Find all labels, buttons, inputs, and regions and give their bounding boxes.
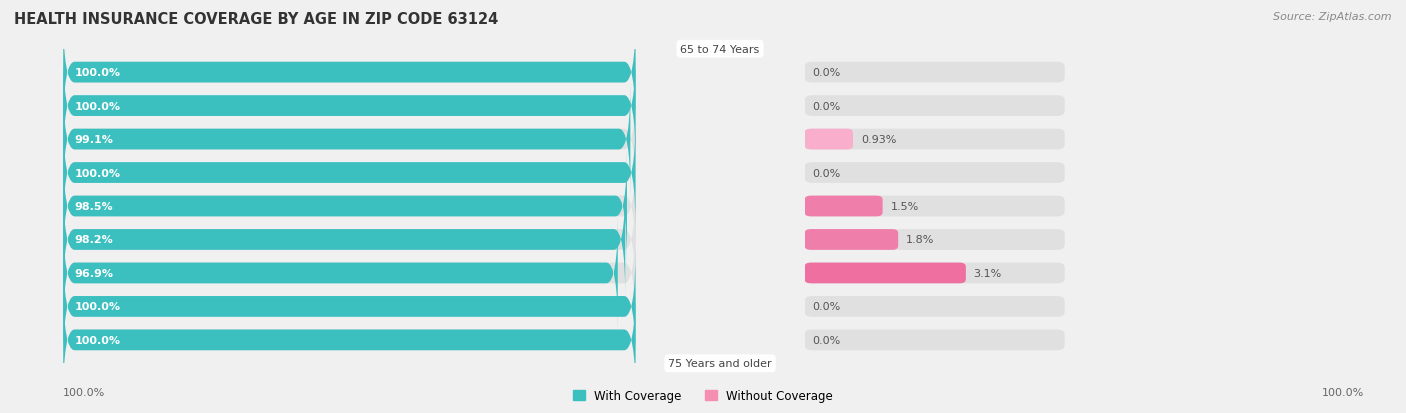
FancyBboxPatch shape xyxy=(63,183,636,296)
Text: 0.93%: 0.93% xyxy=(860,135,896,145)
Text: 100.0%: 100.0% xyxy=(75,101,121,112)
FancyBboxPatch shape xyxy=(63,17,636,129)
FancyBboxPatch shape xyxy=(804,263,1064,284)
Text: 0.0%: 0.0% xyxy=(813,101,841,112)
Text: 98.5%: 98.5% xyxy=(75,202,114,211)
Text: 3.1%: 3.1% xyxy=(973,268,1002,278)
FancyBboxPatch shape xyxy=(63,217,636,330)
FancyBboxPatch shape xyxy=(804,63,1064,83)
Text: HEALTH INSURANCE COVERAGE BY AGE IN ZIP CODE 63124: HEALTH INSURANCE COVERAGE BY AGE IN ZIP … xyxy=(14,12,498,27)
FancyBboxPatch shape xyxy=(804,263,966,284)
FancyBboxPatch shape xyxy=(63,217,617,330)
Text: 100.0%: 100.0% xyxy=(1322,387,1364,397)
FancyBboxPatch shape xyxy=(63,83,636,196)
FancyBboxPatch shape xyxy=(63,284,636,396)
FancyBboxPatch shape xyxy=(63,150,636,263)
FancyBboxPatch shape xyxy=(63,17,636,129)
FancyBboxPatch shape xyxy=(63,284,636,396)
Text: 100.0%: 100.0% xyxy=(75,335,121,345)
Text: 1.5%: 1.5% xyxy=(890,202,918,211)
FancyBboxPatch shape xyxy=(804,129,1064,150)
Text: 99.1%: 99.1% xyxy=(75,135,114,145)
FancyBboxPatch shape xyxy=(804,129,853,150)
Text: 75 Years and older: 75 Years and older xyxy=(668,358,772,368)
FancyBboxPatch shape xyxy=(804,330,1064,350)
FancyBboxPatch shape xyxy=(804,196,883,217)
Legend: With Coverage, Without Coverage: With Coverage, Without Coverage xyxy=(568,385,838,407)
Text: 65 to 74 Years: 65 to 74 Years xyxy=(681,45,759,55)
Text: 0.0%: 0.0% xyxy=(813,68,841,78)
Text: 1.8%: 1.8% xyxy=(905,235,935,245)
FancyBboxPatch shape xyxy=(63,117,636,230)
FancyBboxPatch shape xyxy=(63,50,636,163)
Text: 0.0%: 0.0% xyxy=(813,335,841,345)
FancyBboxPatch shape xyxy=(804,230,1064,250)
Text: 100.0%: 100.0% xyxy=(75,168,121,178)
FancyBboxPatch shape xyxy=(63,50,636,163)
Text: 0.0%: 0.0% xyxy=(813,301,841,312)
FancyBboxPatch shape xyxy=(63,83,630,196)
FancyBboxPatch shape xyxy=(63,250,636,363)
Text: Source: ZipAtlas.com: Source: ZipAtlas.com xyxy=(1274,12,1392,22)
FancyBboxPatch shape xyxy=(63,117,636,230)
Text: 0.0%: 0.0% xyxy=(813,168,841,178)
FancyBboxPatch shape xyxy=(804,196,1064,217)
Text: 100.0%: 100.0% xyxy=(75,68,121,78)
FancyBboxPatch shape xyxy=(63,183,626,296)
FancyBboxPatch shape xyxy=(804,296,1064,317)
Text: 98.2%: 98.2% xyxy=(75,235,114,245)
Text: 100.0%: 100.0% xyxy=(75,301,121,312)
FancyBboxPatch shape xyxy=(63,250,636,363)
FancyBboxPatch shape xyxy=(804,96,1064,117)
FancyBboxPatch shape xyxy=(804,163,1064,183)
Text: 96.9%: 96.9% xyxy=(75,268,114,278)
FancyBboxPatch shape xyxy=(804,230,898,250)
FancyBboxPatch shape xyxy=(63,150,627,263)
Text: 100.0%: 100.0% xyxy=(63,387,105,397)
